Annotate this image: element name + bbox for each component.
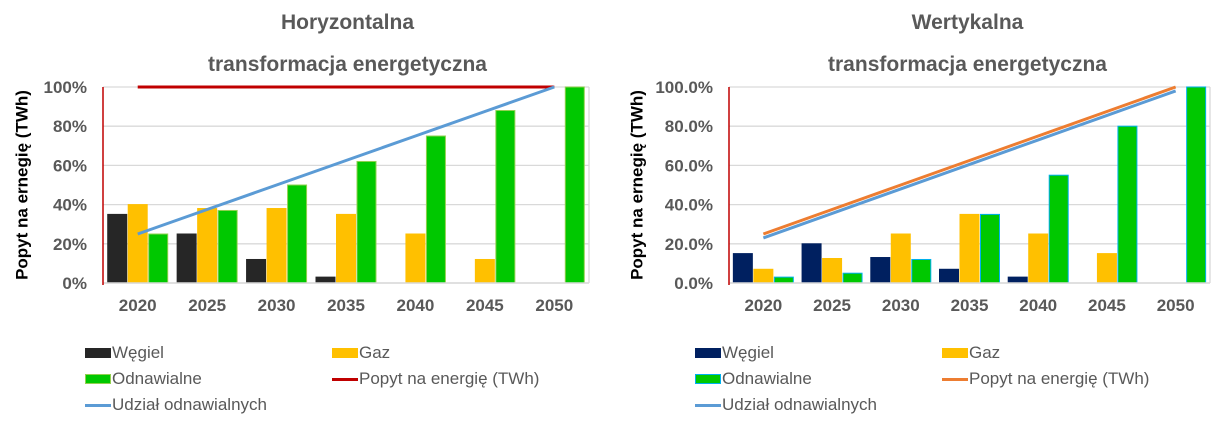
plot-area: 0% 20% 40% 60% 80% 100% 2020 2025 2030 2035 2040 20… bbox=[44, 78, 590, 315]
legend-item-gaz: Gaz bbox=[942, 342, 1000, 364]
legend-item-wegiel: Węgiel bbox=[85, 342, 164, 364]
legend-item-gaz: Gaz bbox=[332, 342, 390, 364]
legend-swatch-gaz bbox=[332, 348, 358, 358]
x-tick-label: 2050 bbox=[535, 296, 573, 315]
legend-label: Węgiel bbox=[112, 343, 164, 362]
legend-item-wegiel: Węgiel bbox=[695, 342, 774, 364]
legend-line-udzial bbox=[85, 403, 111, 407]
y-tick-label: 100.0% bbox=[655, 78, 713, 97]
chart-horizontal-transformation: Horyzontalna transformacja energetyczna … bbox=[13, 7, 595, 416]
legend-line-udzial bbox=[695, 403, 721, 407]
legend-swatch-odnawialne bbox=[85, 374, 111, 384]
legend-item-popyt: Popyt na energię (TWh) bbox=[942, 368, 1149, 390]
legend-label: Gaz bbox=[969, 343, 1001, 362]
x-tick-label: 2025 bbox=[188, 296, 226, 315]
x-tick-label: 2045 bbox=[1088, 296, 1126, 315]
chart-title-line-1: Wertykalna bbox=[911, 11, 1024, 34]
y-tick-label: 80.0% bbox=[665, 117, 713, 136]
y-tick-label: 40% bbox=[53, 196, 87, 215]
legend: Węgiel Gaz Odnawialne Popyt na energię (… bbox=[85, 342, 539, 416]
legend-label: Węgiel bbox=[722, 343, 774, 362]
chart-title-line-2: transformacja energetyczna bbox=[828, 53, 1107, 76]
legend-label: Udział odnawialnych bbox=[112, 395, 267, 414]
x-tick-label: 2045 bbox=[466, 296, 504, 315]
x-tick-label: 2035 bbox=[951, 296, 989, 315]
y-tick-label: 20% bbox=[53, 235, 87, 254]
x-tick-label: 2040 bbox=[397, 296, 435, 315]
legend-item-odnawialne: Odnawialne bbox=[695, 368, 812, 390]
line-udzia-odnawialnych bbox=[762, 89, 1177, 240]
legend-swatch-odnawialne bbox=[695, 374, 721, 384]
legend-swatch-gaz bbox=[942, 348, 968, 358]
y-tick-label: 60% bbox=[53, 156, 87, 175]
legend-item-udzial: Udział odnawialnych bbox=[695, 394, 877, 416]
chart-title-line-2: transformacja energetyczna bbox=[208, 53, 487, 76]
x-tick-label: 2040 bbox=[1019, 296, 1057, 315]
legend-label: Odnawialne bbox=[722, 369, 812, 388]
chart-title-line-1: Horyzontalna bbox=[280, 11, 414, 34]
x-tick-label: 2050 bbox=[1157, 296, 1195, 315]
legend-item-popyt: Popyt na energię (TWh) bbox=[332, 368, 539, 390]
legend-line-popyt bbox=[332, 377, 358, 381]
line-udzia-odnawialnych bbox=[137, 85, 555, 236]
y-tick-label: 0.0% bbox=[674, 274, 713, 293]
legend-swatch-wegiel bbox=[695, 348, 721, 358]
legend-item-udzial: Udział odnawialnych bbox=[85, 394, 267, 416]
y-tick-label: 20.0% bbox=[665, 235, 713, 254]
y-tick-label: 0% bbox=[62, 274, 87, 293]
x-tick-label: 2025 bbox=[813, 296, 851, 315]
x-tick-label: 2030 bbox=[882, 296, 920, 315]
y-tick-label: 60.0% bbox=[665, 156, 713, 175]
legend-swatch-wegiel bbox=[85, 348, 111, 358]
legend-line-popyt bbox=[942, 377, 968, 381]
legend-label: Gaz bbox=[359, 343, 391, 362]
legend-label: Popyt na energię (TWh) bbox=[969, 369, 1150, 388]
x-tick-label: 2020 bbox=[119, 296, 157, 315]
y-tick-label: 40.0% bbox=[665, 196, 713, 215]
plot-area: 0.0% 20.0% 40.0% 60.0% 80.0% 100.0% 2020 2025 20… bbox=[655, 78, 1211, 315]
legend-label: Odnawialne bbox=[112, 369, 202, 388]
line-popyt-na-energi-twh- bbox=[762, 85, 1177, 236]
legend-label: Udział odnawialnych bbox=[722, 395, 877, 414]
x-tick-label: 2030 bbox=[258, 296, 296, 315]
y-tick-label: 80% bbox=[53, 117, 87, 136]
x-tick-label: 2020 bbox=[744, 296, 782, 315]
y-tick-label: 100% bbox=[44, 78, 87, 97]
chart-title: Wertykalna transformacja energetyczna bbox=[725, 7, 1210, 81]
legend-label: Popyt na energię (TWh) bbox=[359, 369, 540, 388]
x-tick-label: 2035 bbox=[327, 296, 365, 315]
chart-title: Horyzontalna transformacja energetyczna bbox=[100, 7, 595, 81]
legend-item-odnawialne: Odnawialne bbox=[85, 368, 202, 390]
